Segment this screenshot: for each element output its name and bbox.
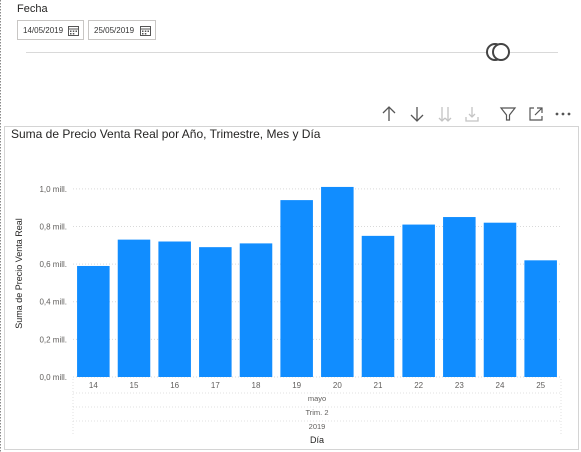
x-tick-label: 21 — [374, 381, 383, 390]
focus-mode-icon[interactable] — [527, 105, 545, 123]
slider-end-handle[interactable] — [492, 43, 510, 61]
x-tick-label: 19 — [292, 381, 301, 390]
bar — [483, 222, 517, 377]
bar — [77, 265, 110, 377]
y-axis-title: Suma de Precio Venta Real — [14, 218, 24, 329]
x-tick-label: 14 — [89, 381, 98, 390]
start-date-value: 14/05/2019 — [23, 25, 64, 35]
x-axis-title: Día — [310, 435, 324, 445]
x-hierarchy-label: Trim. 2 — [305, 408, 328, 417]
x-hierarchy-label: 2019 — [309, 422, 326, 431]
x-hierarchy-label: mayo — [308, 394, 326, 403]
y-tick-label: 0,8 mill. — [39, 222, 67, 231]
start-date-input[interactable]: 14/05/2019 — [17, 20, 84, 40]
x-tick-label: 20 — [333, 381, 342, 390]
y-tick-label: 0,4 mill. — [39, 298, 67, 307]
bar — [158, 241, 191, 377]
x-tick-label: 16 — [170, 381, 179, 390]
slicer-title: Fecha — [17, 3, 48, 15]
x-tick-label: 23 — [455, 381, 464, 390]
y-tick-label: 1,0 mill. — [39, 185, 67, 194]
bar-chart: 0,0 mill. 0,2 mill. 0,4 mill. 0,6 mill. 0,8 … — [14, 185, 562, 445]
y-tick-label: 0,6 mill. — [39, 260, 67, 269]
bar — [117, 239, 151, 377]
bar — [321, 186, 354, 377]
bar — [443, 217, 476, 377]
x-tick-label: 22 — [414, 381, 423, 390]
double-arrow-down-icon[interactable] — [436, 105, 454, 123]
expand-hierarchy-icon[interactable] — [463, 105, 481, 123]
y-tick-label: 0,2 mill. — [39, 335, 67, 344]
slider-track[interactable] — [26, 52, 558, 53]
x-tick-label: 24 — [496, 381, 505, 390]
bar — [361, 235, 395, 377]
x-tick-label: 17 — [211, 381, 220, 390]
x-tick-label: 15 — [130, 381, 139, 390]
filter-icon[interactable] — [499, 105, 517, 123]
bar — [524, 260, 557, 377]
end-date-value: 25/05/2019 — [94, 25, 135, 35]
more-options-icon[interactable] — [554, 105, 572, 123]
y-tick-label: 0,0 mill. — [39, 373, 67, 382]
bar — [239, 243, 273, 377]
calendar-icon[interactable] — [140, 25, 151, 36]
bar-chart-visual[interactable]: Suma de Precio Venta Real por Año, Trime… — [4, 126, 579, 450]
bar — [402, 224, 435, 377]
x-tick-label: 18 — [252, 381, 261, 390]
end-date-input[interactable]: 25/05/2019 — [88, 20, 156, 40]
bar — [280, 200, 313, 377]
x-tick-label: 25 — [536, 381, 545, 390]
page-border — [0, 0, 1, 452]
calendar-icon[interactable] — [68, 25, 79, 36]
chart-title: Suma de Precio Venta Real por Año, Trime… — [11, 127, 321, 141]
arrow-down-icon[interactable] — [408, 105, 426, 123]
bar — [199, 247, 232, 377]
arrow-up-icon[interactable] — [380, 105, 398, 123]
